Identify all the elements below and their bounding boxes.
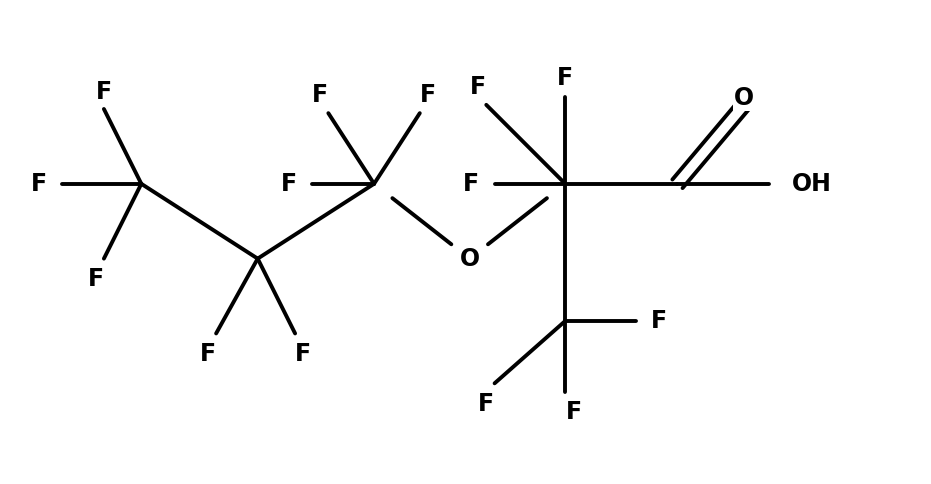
Text: F: F — [295, 342, 312, 366]
Text: OH: OH — [792, 172, 832, 196]
Text: F: F — [200, 342, 216, 366]
Text: O: O — [734, 86, 754, 110]
Text: F: F — [96, 80, 112, 105]
Text: F: F — [651, 309, 668, 333]
Text: F: F — [312, 83, 328, 107]
Text: F: F — [420, 83, 436, 107]
Text: F: F — [31, 172, 47, 196]
Text: F: F — [565, 400, 582, 424]
Text: F: F — [470, 75, 486, 99]
Text: F: F — [557, 66, 573, 90]
Text: F: F — [464, 172, 479, 196]
Text: O: O — [460, 247, 479, 271]
Text: F: F — [280, 172, 296, 196]
Text: F: F — [88, 267, 103, 291]
Text: F: F — [479, 392, 494, 416]
